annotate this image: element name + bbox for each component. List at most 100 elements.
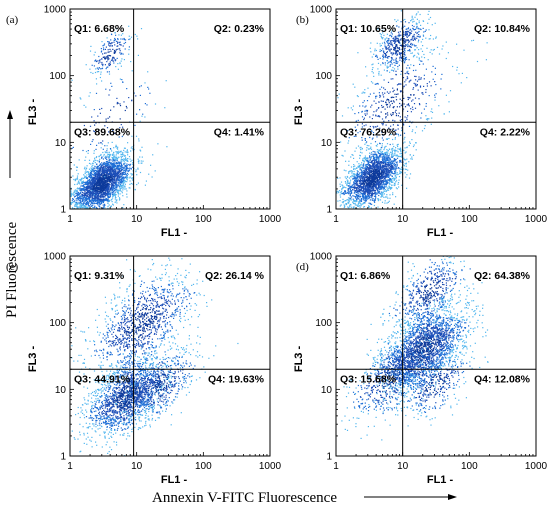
scatter-point: [144, 184, 146, 186]
scatter-point: [111, 169, 113, 171]
scatter-point: [354, 185, 356, 187]
scatter-point: [92, 218, 93, 219]
scatter-point: [401, 184, 403, 186]
scatter-point: [382, 185, 384, 187]
scatter-point: [89, 190, 91, 192]
scatter-point: [403, 168, 405, 170]
scatter-point: [382, 166, 384, 168]
scatter-point: [386, 157, 389, 159]
scatter-point: [92, 214, 93, 215]
scatter-point: [107, 176, 109, 178]
scatter-point: [120, 184, 122, 186]
scatter-point: [95, 192, 97, 194]
scatter-point: [356, 186, 358, 188]
scatter-point: [380, 148, 382, 150]
scatter-point: [82, 198, 84, 200]
scatter-point: [131, 159, 133, 161]
scatter-point: [101, 162, 103, 164]
scatter-point: [133, 92, 135, 94]
scatter-point: [97, 173, 99, 175]
scatter-point: [91, 182, 93, 184]
scatter-point: [74, 180, 76, 182]
scatter-point: [377, 163, 379, 165]
scatter-point: [130, 173, 132, 175]
scatter-point: [92, 182, 94, 184]
scatter-point: [349, 187, 351, 189]
scatter-point: [374, 210, 375, 211]
scatter-point: [92, 201, 94, 203]
scatter-point: [118, 170, 121, 172]
scatter-point: [376, 166, 379, 168]
scatter-point: [344, 190, 346, 192]
scatter-point: [73, 200, 75, 202]
scatter-point: [83, 200, 86, 202]
scatter-point: [394, 151, 396, 153]
scatter-point: [59, 190, 60, 191]
scatter-point: [397, 148, 399, 150]
scatter-point: [396, 157, 399, 159]
scatter-point: [83, 230, 84, 231]
scatter-point: [120, 159, 122, 161]
scatter-point: [121, 79, 123, 81]
scatter-point: [353, 206, 355, 208]
scatter-point: [388, 200, 390, 202]
scatter-point: [382, 176, 384, 179]
scatter-point: [394, 159, 396, 161]
scatter-point: [342, 198, 344, 200]
scatter-point: [96, 199, 99, 201]
scatter-point: [366, 190, 368, 193]
scatter-point: [370, 151, 373, 154]
scatter-point: [375, 185, 377, 187]
scatter-point: [104, 193, 106, 195]
global-y-label: PI Fluorescence: [4, 110, 20, 318]
scatter-point: [87, 150, 89, 152]
scatter-point: [98, 173, 101, 175]
scatter-point: [372, 174, 374, 177]
scatter-point: [115, 157, 117, 159]
scatter-point: [355, 181, 357, 183]
scatter-point: [106, 145, 108, 147]
scatter-point: [394, 171, 396, 173]
scatter-point: [384, 169, 387, 171]
scatter-point: [344, 181, 346, 183]
scatter-point: [377, 157, 379, 159]
scatter-point: [95, 188, 97, 190]
scatter-point: [364, 174, 366, 177]
scatter-point: [107, 56, 109, 58]
scatter-point: [128, 169, 131, 171]
scatter-point: [81, 214, 82, 215]
scatter-point: [354, 165, 356, 167]
scatter-point: [371, 160, 373, 163]
x-tick-label: 100: [195, 214, 212, 225]
scatter-point: [97, 160, 99, 162]
scatter-point: [350, 197, 352, 199]
scatter-point: [370, 142, 372, 145]
scatter-point: [118, 163, 120, 165]
scatter-point: [90, 173, 92, 175]
scatter-point: [355, 204, 357, 206]
scatter-point: [82, 180, 84, 182]
scatter-point: [101, 80, 103, 82]
scatter-point: [84, 194, 86, 196]
scatter-point: [385, 158, 387, 160]
scatter-point: [93, 178, 95, 180]
scatter-point: [91, 205, 93, 207]
scatter-point: [112, 197, 114, 199]
scatter-point: [383, 193, 385, 195]
scatter-point: [56, 175, 57, 176]
scatter-point: [80, 201, 82, 203]
scatter-point: [395, 170, 397, 172]
scatter-point: [95, 181, 97, 183]
scatter-point: [366, 158, 368, 160]
scatter-point: [392, 143, 394, 145]
scatter-point: [400, 161, 402, 163]
scatter-point: [346, 199, 348, 201]
scatter-point: [358, 202, 360, 204]
scatter-point: [103, 155, 105, 157]
scatter-point: [376, 183, 378, 185]
scatter-point: [404, 147, 406, 149]
scatter-point: [374, 170, 376, 172]
scatter-point: [92, 194, 94, 196]
scatter-point: [113, 181, 115, 183]
scatter-point: [104, 189, 106, 191]
